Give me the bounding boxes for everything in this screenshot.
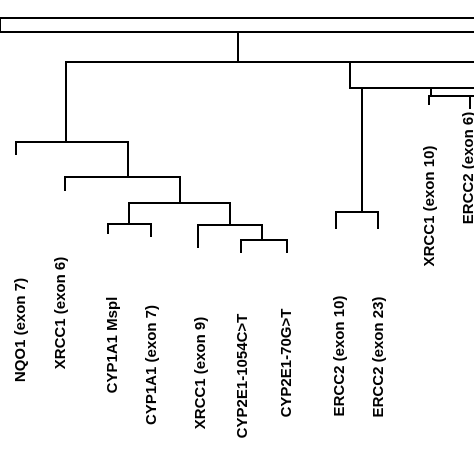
- leaf-label-ercc2-exon6: ERCC2 (exon 6): [460, 112, 474, 225]
- leaf-label-cyp2e1-1054ct: CYP2E1-1054C>T: [234, 314, 251, 439]
- leaf-label-xrcc1-exon9: XRCC1 (exon 9): [192, 317, 209, 430]
- leaf-label-xrcc1-exon10: XRCC1 (exon 10): [421, 146, 438, 267]
- leaf-label-cyp1a1-exon7: CYP1A1 (exon 7): [143, 305, 160, 425]
- dendrogram-branches: [0, 17, 474, 253]
- leaf-label-cyp1a1-mspl: CYP1A1 Mspl: [104, 297, 121, 394]
- leaf-label-cyp2e1-70gt: CYP2E1-70G>T: [278, 309, 295, 418]
- leaf-label-ercc2-exon10: ERCC2 (exon 10): [331, 296, 348, 417]
- leaf-label-ercc2-exon23: ERCC2 (exon 23): [370, 297, 387, 418]
- leaf-labels: NQO1 (exon 7) XRCC1 (exon 6) CYP1A1 Mspl…: [12, 112, 474, 439]
- leaf-label-nqo1: NQO1 (exon 7): [12, 278, 29, 382]
- leaf-label-xrcc1-exon6: XRCC1 (exon 6): [52, 257, 69, 370]
